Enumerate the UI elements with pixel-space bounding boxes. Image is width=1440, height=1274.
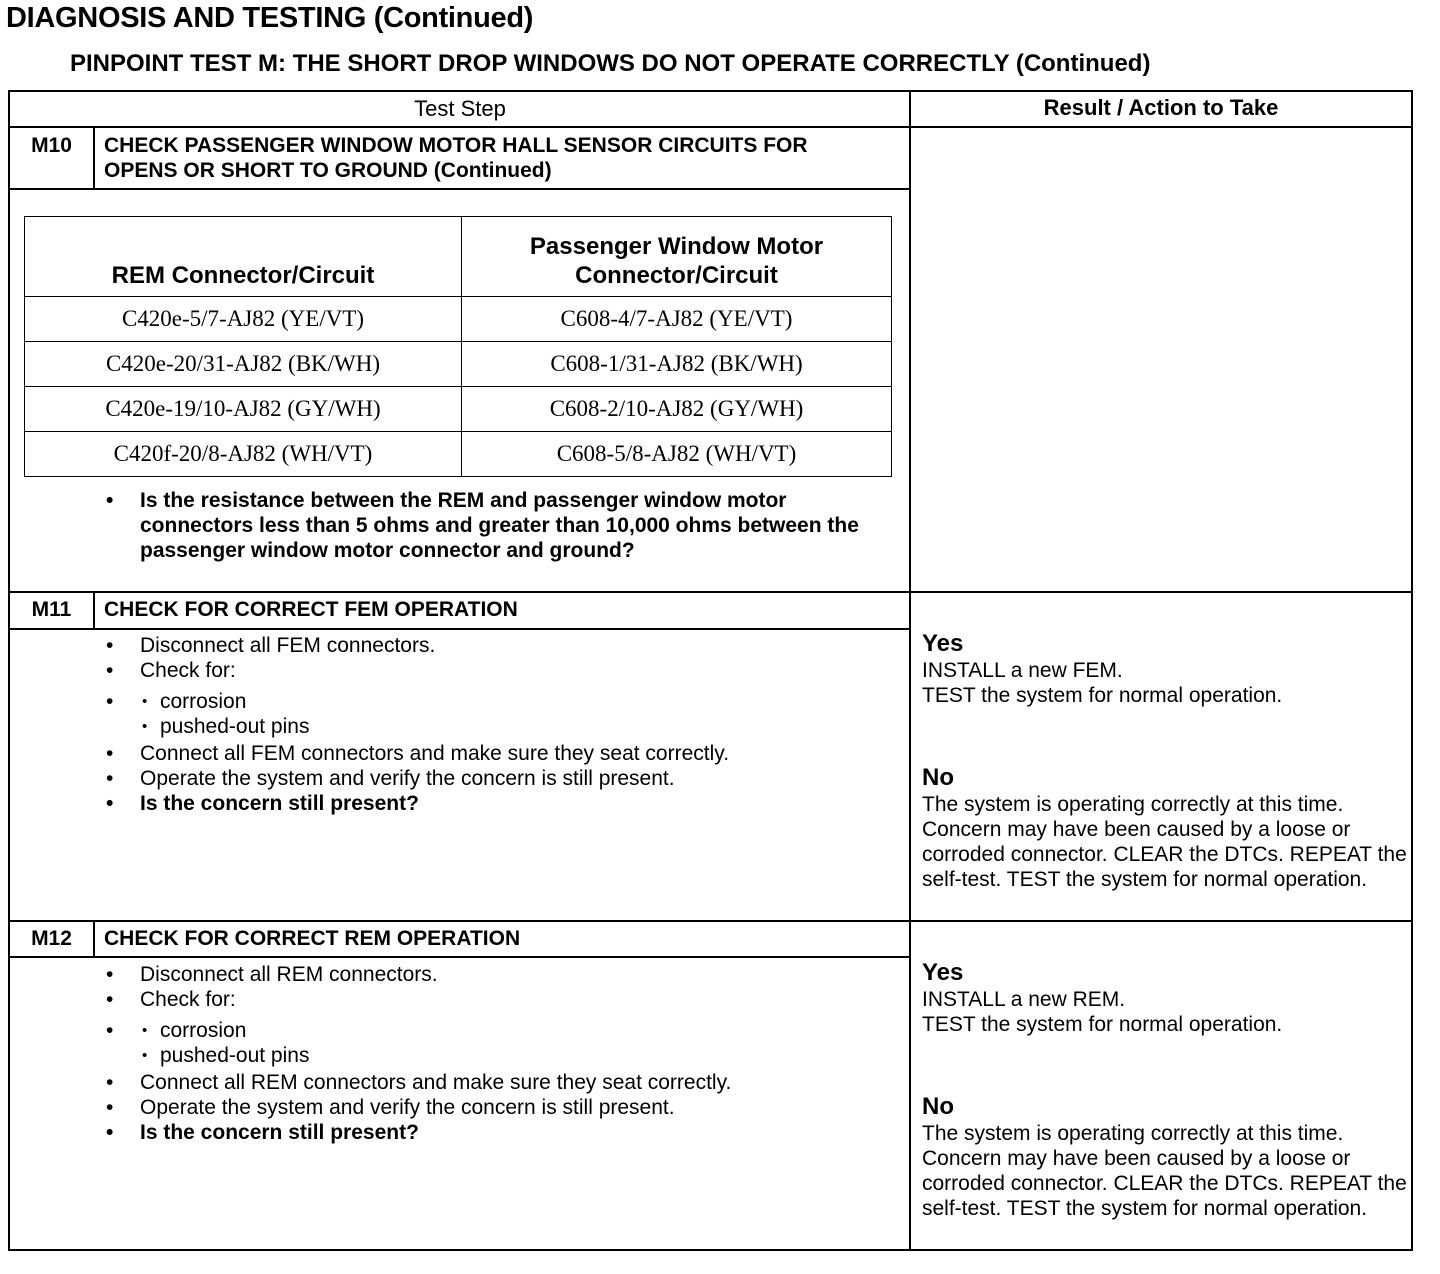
table-border-top [8,90,1413,92]
table-header: Passenger Window Motor Connector/Circuit [461,216,892,297]
step-question: Is the concern still present? [100,791,900,816]
step-item: Operate the system and verify the concer… [100,1095,900,1120]
step-item: Connect all FEM connectors and make sure… [100,741,900,766]
table-cell: C420e-5/7-AJ82 (YE/VT) [24,296,462,342]
page-subtitle: PINPOINT TEST M: THE SHORT DROP WINDOWS … [70,50,1151,77]
sub-item: corrosion [140,1018,900,1043]
page-title: DIAGNOSIS AND TESTING (Continued) [6,2,534,34]
no-action: The system is operating correctly at thi… [922,793,1407,891]
table-cell: C420e-20/31-AJ82 (BK/WH) [24,341,462,387]
step-item: Connect all REM connectors and make sure… [100,1070,900,1095]
header-divider [8,126,1413,128]
table-cell: C608-5/8-AJ82 (WH/VT) [461,431,892,477]
step-number: M12 [31,927,72,950]
divider [8,188,910,190]
yes-action: INSTALL a new REM. [922,988,1126,1011]
yes-action: TEST the system for normal operation. [922,1013,1283,1036]
step-item: Check for: [100,658,900,683]
connector-table: REM Connector/Circuit Passenger Window M… [24,216,892,477]
divider [8,591,1413,593]
column-header-test-step: Test Step [414,96,506,121]
step-number: M10 [31,134,72,157]
table-cell: C420f-20/8-AJ82 (WH/VT) [24,431,462,477]
step-item: Disconnect all FEM connectors. [100,633,900,658]
step-item: Check for: [100,987,900,1012]
step-title: CHECK PASSENGER WINDOW MOTOR HALL SENSOR… [104,134,808,182]
step-title: CHECK FOR CORRECT REM OPERATION [104,927,521,950]
column-divider [909,90,911,1250]
table-cell: C608-1/31-AJ82 (BK/WH) [461,341,892,387]
step-list: Is the resistance between the REM and pa… [100,488,880,563]
step-question: Is the resistance between the REM and pa… [100,488,880,563]
divider [8,956,910,958]
table-row: C420e-19/10-AJ82 (GY/WH) C608-2/10-AJ82 (… [24,386,892,432]
divider [93,921,95,958]
divider [8,920,1413,922]
step-question: Is the concern still present? [100,1120,900,1145]
step-item: Disconnect all REM connectors. [100,962,900,987]
table-row: C420e-20/31-AJ82 (BK/WH) C608-1/31-AJ82 (… [24,341,892,387]
table-border-right [1411,90,1413,1250]
table-cell: C608-2/10-AJ82 (GY/WH) [461,386,892,432]
sub-list-wrap: corrosion pushed-out pins [100,1018,900,1068]
sub-item: pushed-out pins [140,714,900,739]
table-cell: C608-4/7-AJ82 (YE/VT) [461,296,892,342]
yes-action: TEST the system for normal operation. [922,684,1283,707]
no-label: No [922,764,954,791]
yes-label: Yes [922,630,964,657]
step-list: Disconnect all FEM connectors. Check for… [100,633,900,816]
table-header-row: REM Connector/Circuit Passenger Window M… [24,216,892,297]
step-number: M11 [31,598,72,621]
step-item: Operate the system and verify the concer… [100,766,900,791]
divider [93,127,95,189]
step-title: CHECK FOR CORRECT FEM OPERATION [104,598,518,621]
result-block: Yes INSTALL a new FEM. TEST the system f… [922,630,1407,892]
table-border-left [8,90,10,1250]
table-cell: C420e-19/10-AJ82 (GY/WH) [24,386,462,432]
no-action: The system is operating correctly at thi… [922,1122,1407,1220]
yes-label: Yes [922,959,964,986]
table-border-bottom [8,1249,1413,1251]
table-header: REM Connector/Circuit [24,216,462,297]
sub-item: corrosion [140,689,900,714]
column-header-result: Result / Action to Take [1043,95,1279,120]
divider [93,592,95,629]
table-row: C420f-20/8-AJ82 (WH/VT) C608-5/8-AJ82 (WH… [24,431,892,477]
table-row: C420e-5/7-AJ82 (YE/VT) C608-4/7-AJ82 (YE/… [24,296,892,342]
divider [8,628,910,630]
result-block: Yes INSTALL a new REM. TEST the system f… [922,959,1407,1221]
sub-list-wrap: corrosion pushed-out pins [100,689,900,739]
no-label: No [922,1093,954,1120]
yes-action: INSTALL a new FEM. [922,659,1123,682]
sub-item: pushed-out pins [140,1043,900,1068]
step-list: Disconnect all REM connectors. Check for… [100,962,900,1145]
